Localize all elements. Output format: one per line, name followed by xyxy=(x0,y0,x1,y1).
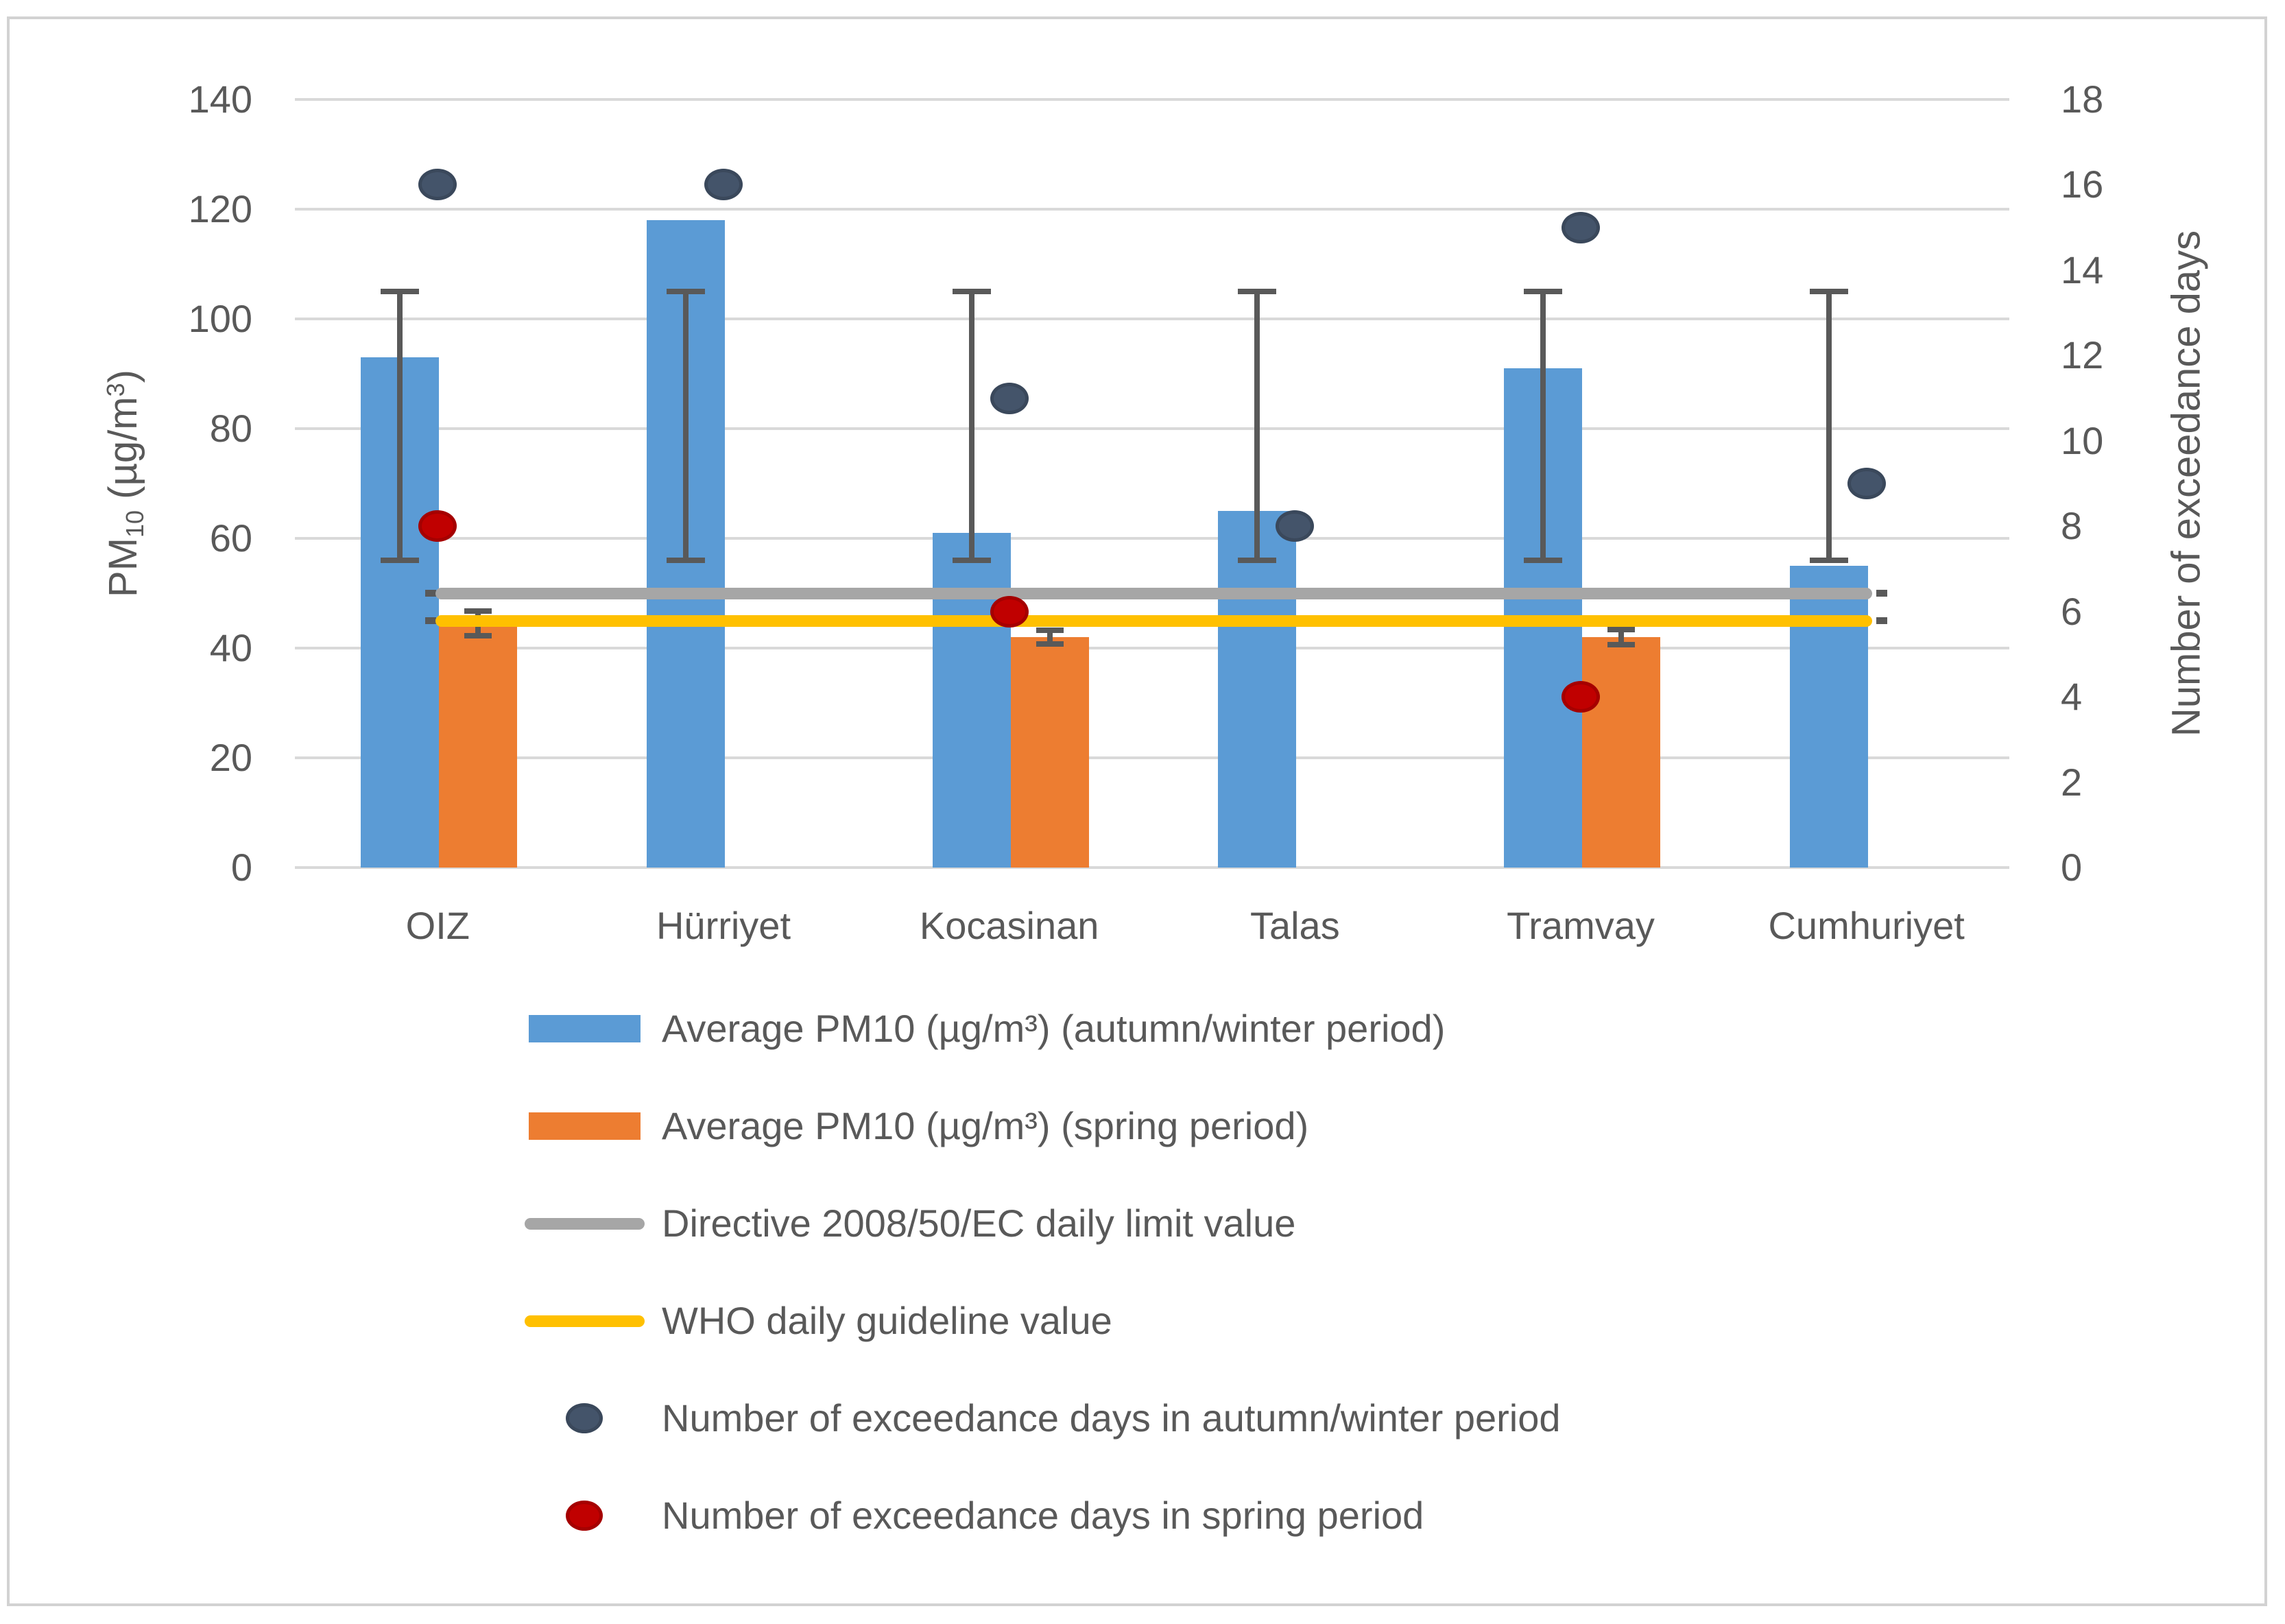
error-bar-autumn-winter-cap-top xyxy=(381,289,420,294)
right-axis-tick-label: 4 xyxy=(2061,675,2083,719)
who-guideline-line xyxy=(435,615,1872,627)
legend-item-pm10_spring: Average PM10 (µg/m³) (spring period) xyxy=(480,1078,1852,1174)
legend-item-pm10_autumn_winter: Average PM10 (µg/m³) (autumn/winter peri… xyxy=(480,981,1852,1077)
legend-label-directive_limit: Directive 2008/50/EC daily limit value xyxy=(662,1202,1296,1245)
right-axis-tick-label: 12 xyxy=(2061,333,2104,377)
error-bar-spring-cap-top xyxy=(464,608,492,614)
legend-label-pm10_autumn_winter: Average PM10 (µg/m³) (autumn/winter peri… xyxy=(662,1007,1446,1050)
legend-item-directive_limit: Directive 2008/50/EC daily limit value xyxy=(480,1175,1852,1271)
gridline xyxy=(295,208,2009,211)
directive-limit-line-end-dash-right xyxy=(1876,590,1887,597)
legend-swatch-pm10_spring xyxy=(529,1112,641,1140)
gridline xyxy=(295,647,2009,649)
error-bar-autumn-winter-cap-bottom xyxy=(952,558,991,563)
left-axis-tick-label: 40 xyxy=(209,626,252,669)
error-bar-spring-cap-top xyxy=(1607,626,1635,632)
error-bar-autumn-winter-cap-top xyxy=(667,289,705,294)
exceedance-dot-autumn-winter xyxy=(990,382,1029,414)
error-bar-autumn-winter-cap-top xyxy=(952,289,991,294)
legend-item-exceed_autumn_winter: Number of exceedance days in autumn/wint… xyxy=(480,1370,1852,1466)
left-axis-tick-label: 140 xyxy=(188,77,252,121)
left-axis-tick-label: 100 xyxy=(188,297,252,340)
exceedance-dot-spring xyxy=(990,595,1029,628)
error-bar-spring-cap-bottom xyxy=(464,632,492,638)
who-guideline-line-end-dash-right xyxy=(1876,617,1887,624)
category-label: Talas xyxy=(1249,904,1340,947)
error-bar-spring-cap-bottom xyxy=(1607,642,1635,648)
chart-border xyxy=(7,16,2267,1606)
legend-label-pm10_spring: Average PM10 (µg/m³) (spring period) xyxy=(662,1104,1309,1147)
right-axis-tick-label: 18 xyxy=(2061,77,2104,121)
error-bar-autumn-winter-line xyxy=(1254,291,1260,560)
right-axis-tick-label: 10 xyxy=(2061,418,2104,462)
error-bar-spring-line xyxy=(1618,629,1624,645)
exceedance-dot-autumn-winter xyxy=(1847,468,1886,499)
left-axis-tick-label: 120 xyxy=(188,187,252,230)
legend-swatch-who_guideline xyxy=(525,1315,645,1327)
error-bar-autumn-winter-cap-bottom xyxy=(667,558,705,563)
right-axis-tick-label: 8 xyxy=(2061,504,2083,548)
error-bar-autumn-winter-line xyxy=(968,291,974,560)
right-axis-tick-label: 6 xyxy=(2061,589,2083,633)
error-bar-autumn-winter-cap-bottom xyxy=(381,558,420,563)
exceedance-dot-autumn-winter xyxy=(1562,211,1600,243)
gridline xyxy=(295,866,2009,869)
error-bar-autumn-winter-cap-top xyxy=(1238,289,1277,294)
legend-swatch-pm10_autumn_winter xyxy=(529,1015,641,1042)
legend-swatch-directive_limit xyxy=(525,1218,645,1230)
error-bar-autumn-winter-line xyxy=(1540,291,1546,560)
left-axis-tick-label: 0 xyxy=(230,846,252,889)
left-axis-tick-label: 60 xyxy=(209,516,252,560)
legend-label-exceed_spring: Number of exceedance days in spring peri… xyxy=(662,1494,1424,1537)
category-label: Tramvay xyxy=(1507,904,1655,947)
directive-limit-line-end-dash-left xyxy=(425,590,436,597)
legend-item-who_guideline: WHO daily guideline value xyxy=(480,1273,1852,1369)
error-bar-autumn-winter-line xyxy=(1826,291,1832,560)
bar-spring xyxy=(439,623,518,868)
error-bar-autumn-winter-line xyxy=(397,291,403,560)
category-label: OIZ xyxy=(405,904,470,947)
right-axis-tick-label: 0 xyxy=(2061,846,2083,889)
error-bar-autumn-winter-cap-top xyxy=(1524,289,1562,294)
error-bar-autumn-winter-cap-bottom xyxy=(1238,558,1277,563)
legend-label-exceed_autumn_winter: Number of exceedance days in autumn/wint… xyxy=(662,1396,1561,1440)
directive-limit-line xyxy=(435,588,1872,599)
right-axis-tick-label: 16 xyxy=(2061,163,2104,206)
error-bar-autumn-winter-cap-top xyxy=(1809,289,1848,294)
gridline xyxy=(295,427,2009,430)
exceedance-dot-spring xyxy=(418,510,457,542)
error-bar-spring-cap-bottom xyxy=(1036,641,1064,647)
legend-item-exceed_spring: Number of exceedance days in spring peri… xyxy=(480,1468,1852,1564)
gridline xyxy=(295,756,2009,759)
error-bar-autumn-winter-cap-bottom xyxy=(1524,558,1562,563)
legend-swatch-exceed_spring xyxy=(566,1501,603,1531)
category-label: Kocasinan xyxy=(919,904,1099,947)
legend-label-who_guideline: WHO daily guideline value xyxy=(662,1299,1112,1342)
category-label: Cumhuriyet xyxy=(1768,904,1965,947)
gridline xyxy=(295,318,2009,320)
exceedance-dot-autumn-winter xyxy=(1276,510,1315,542)
left-axis-tick-label: 80 xyxy=(209,407,252,450)
error-bar-spring-cap-top xyxy=(1036,627,1064,633)
bar-autumn-winter xyxy=(1218,511,1297,868)
right-axis-tick-label: 14 xyxy=(2061,248,2104,291)
gridline xyxy=(295,98,2009,101)
exceedance-dot-spring xyxy=(1562,681,1600,713)
exceedance-dot-autumn-winter xyxy=(418,169,457,201)
left-axis-tick-label: 20 xyxy=(209,736,252,779)
gridline xyxy=(295,537,2009,540)
error-bar-autumn-winter-cap-bottom xyxy=(1809,558,1848,563)
category-label: Hürriyet xyxy=(656,904,791,947)
bar-spring xyxy=(1010,637,1089,868)
right-axis-tick-label: 2 xyxy=(2061,760,2083,804)
error-bar-spring-line xyxy=(1046,630,1053,645)
legend-swatch-exceed_autumn_winter xyxy=(566,1403,603,1433)
error-bar-autumn-winter-line xyxy=(683,291,689,560)
who-guideline-line-end-dash-left xyxy=(425,617,436,624)
exceedance-dot-autumn-winter xyxy=(704,169,743,201)
bar-spring xyxy=(1582,637,1660,868)
